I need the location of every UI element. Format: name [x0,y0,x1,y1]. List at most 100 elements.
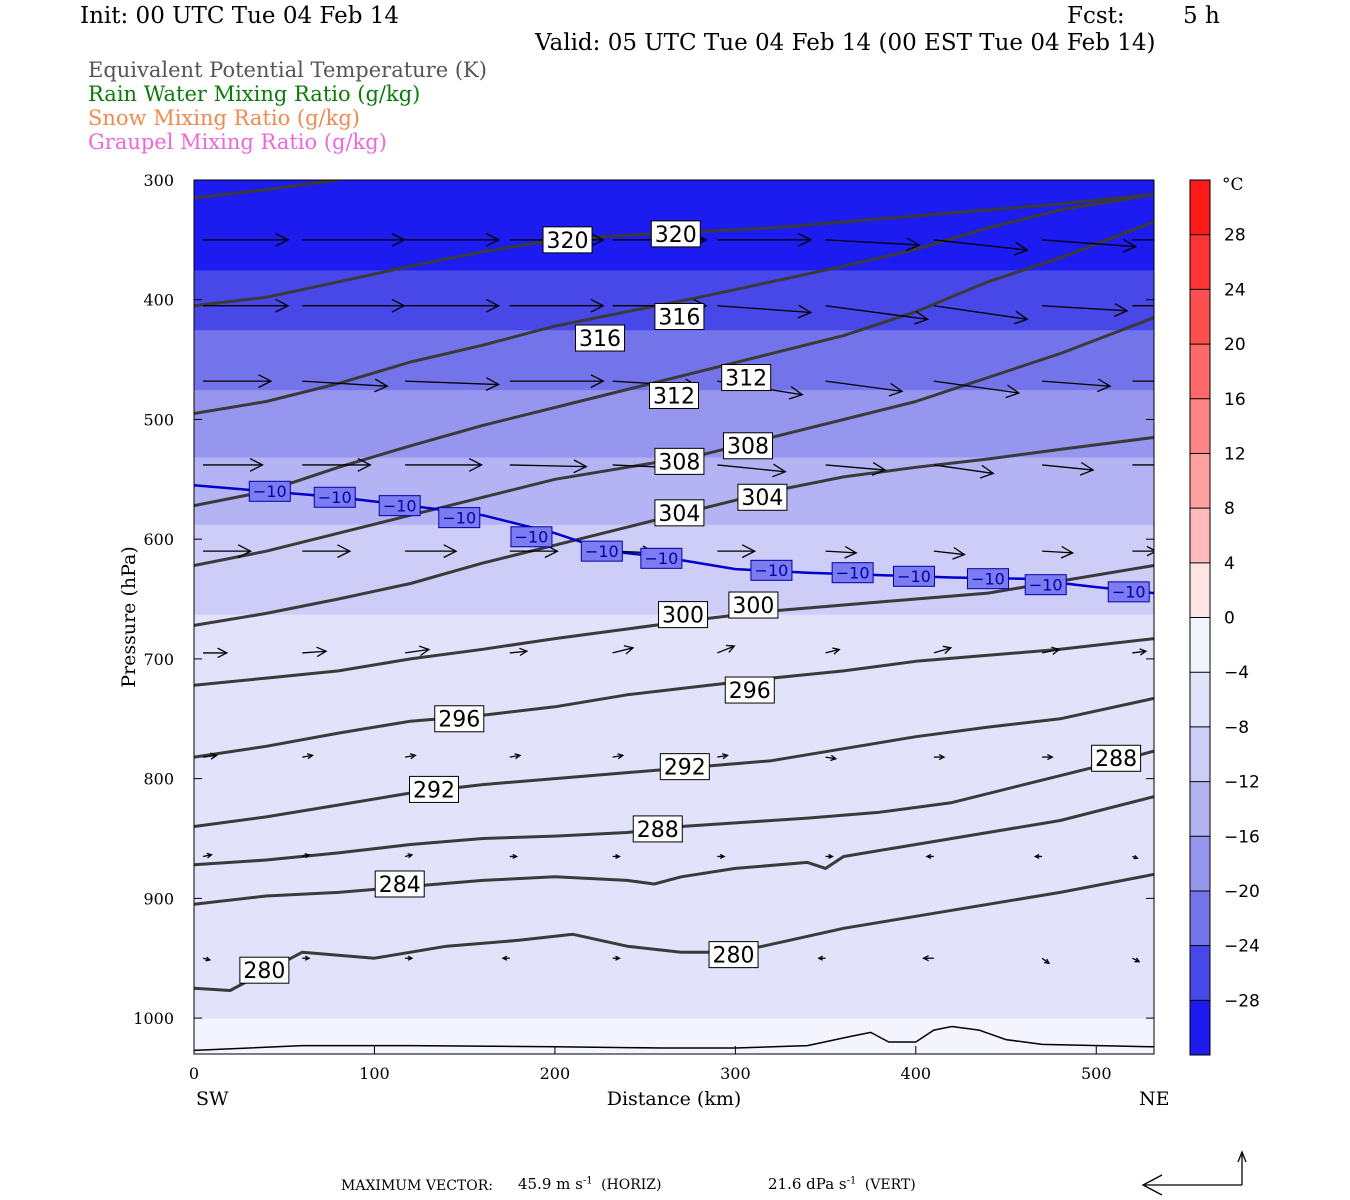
contour-label-box [409,775,459,803]
colorbar-band [1190,672,1210,728]
wind-vector-head [418,645,431,657]
temperature-band [194,943,1154,952]
wind-vector [825,464,886,471]
temperature-band [194,247,1154,256]
contour-label: −10 [253,482,287,501]
contour-label: 296 [438,708,480,733]
temperature-band [194,838,1154,847]
wind-vector-head [258,374,273,389]
max-vector-horiz: 45.9 m s-1 (HORIZ) [518,1175,661,1193]
temperature-band [194,352,1154,361]
contour-label: −10 [515,528,549,547]
contour-label: 280 [713,944,755,969]
contour-label-box [658,601,709,629]
contour-label: 292 [664,756,706,781]
contour-label: 304 [741,486,783,511]
contour-label-box [737,483,788,511]
wind-vector [1042,550,1073,554]
contour-label-box [708,941,759,969]
colorbar-tick-label: −4 [1224,663,1249,683]
y-tick-label: 700 [143,650,174,669]
contour-label-box [966,568,1009,590]
x-axis-label: Distance (km) [607,1088,742,1110]
wind-vector [717,464,786,473]
temperature-band [194,868,1154,877]
wind-vector-head [512,853,519,859]
wind-vector [202,754,217,758]
horiz-value: 45.9 m s [518,1175,583,1193]
temperature-band [194,658,1154,667]
contour-label: 308 [727,435,769,460]
temperature-band [194,531,1154,540]
colorbar-tick-label: 28 [1224,226,1246,246]
wind-vector [933,647,952,654]
wind-vector-head [725,644,736,653]
colorbar-band [1190,508,1210,564]
wind-vector [405,754,416,758]
contour-label: 316 [658,305,700,330]
temperature-band [194,1000,1154,1007]
wind-vector [1041,648,1060,654]
temperature-band [194,284,1154,293]
contour-label-box [640,547,683,569]
wind-vector-head [485,232,501,247]
temperature-band [194,845,1154,855]
contour-label-box [1107,581,1150,603]
contour-label-box [632,815,683,843]
wind-vector-head [249,458,264,472]
wind-vector-head [573,459,588,474]
surface-line [194,1025,1154,1052]
contour-label-box [510,526,553,548]
temperature-band [194,808,1154,817]
temperature-band [194,950,1154,959]
temperature-band [194,970,1154,977]
temperature-band [194,576,1154,585]
colorbar-band [1190,781,1210,837]
wind-vector [302,380,388,387]
wind-vector-head [942,645,953,654]
colorbar-tick-label: −20 [1224,882,1260,902]
contour-label-box [1024,574,1067,596]
legend-rain: Rain Water Mixing Ratio (g/kg) [88,82,421,106]
temperature-band [194,964,1154,971]
temperature-band [194,703,1154,712]
temperature-band [194,441,1154,450]
wind-vector-head [844,545,858,559]
forecast-hours: 5 h [1183,3,1220,29]
temperature-band [194,262,1154,271]
legend-graupel: Graupel Mixing Ratio (g/kg) [88,130,387,154]
wind-vector-head [914,310,930,325]
wind-vector [825,648,840,654]
wind-vector [1042,464,1094,471]
surface-terrain-line [194,1025,1154,1052]
colorbar-band [1190,1000,1210,1056]
contour-label: −10 [1029,575,1063,594]
wind-vector [933,550,965,556]
temperature-band [194,337,1154,346]
colorbar-tick-label: −8 [1224,718,1249,738]
temperature-band [194,860,1154,870]
wind-vector-head [719,853,726,859]
temperature-band [194,793,1154,802]
wind-vector-head [304,955,311,961]
temperature-band [194,913,1154,922]
y-tick-label: 300 [143,171,174,190]
temperature-band [194,883,1154,892]
contour-label-box [654,499,705,527]
wind-vector-head [1114,303,1129,317]
temperature-band [194,1018,1154,1025]
wind-vector-head [797,304,813,319]
theta-e-contour-324 [194,180,339,200]
colorbar-band [1190,289,1210,345]
wind-vector-head [590,298,605,313]
wind-vector-head [501,955,508,961]
contour-label: 308 [658,450,700,475]
contour-label: 300 [662,604,704,629]
contour-label-box [374,870,425,898]
wind-vector-head [1134,957,1141,963]
temperature-band [194,479,1154,488]
plot-frame [193,179,1155,1055]
wind-vector-head [1146,545,1154,557]
wind-vector [612,754,623,758]
wind-vector [717,645,735,654]
